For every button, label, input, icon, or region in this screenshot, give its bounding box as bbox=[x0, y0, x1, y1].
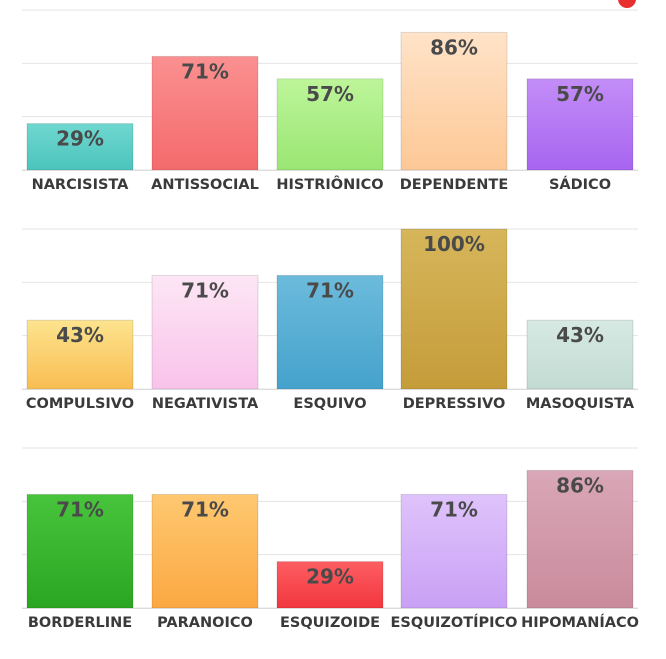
bar-narcisista[interactable] bbox=[26, 123, 134, 171]
bar-esquizoide[interactable] bbox=[276, 561, 384, 609]
bar-antissocial[interactable] bbox=[151, 55, 259, 171]
category-label: NEGATIVISTA bbox=[152, 396, 259, 412]
category-label: SÁDICO bbox=[549, 176, 611, 193]
category-label: NARCISISTA bbox=[32, 177, 130, 193]
category-label: MASOQUISTA bbox=[526, 396, 635, 412]
bar-masoquista[interactable] bbox=[526, 319, 634, 390]
bar-depressivo[interactable] bbox=[400, 228, 508, 390]
bar-dependente[interactable] bbox=[400, 31, 508, 171]
category-label: ANTISSOCIAL bbox=[151, 177, 259, 193]
chart-panel-2: 43% COMPULSIVO 71% NEGATIVISTA 71% ESQUIVO 100… bbox=[22, 228, 638, 412]
bar-hipomaníaco[interactable] bbox=[526, 469, 634, 609]
category-label: ESQUIVO bbox=[293, 396, 366, 412]
notification-badge[interactable] bbox=[618, 0, 636, 8]
data-label: 71% bbox=[430, 497, 478, 521]
category-label: DEPRESSIVO bbox=[403, 396, 506, 412]
category-label: PARANOICO bbox=[157, 615, 253, 631]
data-label: 43% bbox=[56, 323, 104, 347]
bar-paranoico[interactable] bbox=[151, 493, 259, 609]
category-label: HIPOMANÍACO bbox=[521, 614, 639, 631]
data-label: 71% bbox=[56, 497, 104, 521]
bar-compulsivo[interactable] bbox=[26, 319, 134, 390]
data-label: 86% bbox=[430, 35, 478, 59]
bar-histriônico[interactable] bbox=[276, 78, 384, 171]
data-label: 43% bbox=[556, 323, 604, 347]
data-label: 57% bbox=[306, 82, 354, 106]
data-label: 57% bbox=[556, 82, 604, 106]
category-label: ESQUIZOTÍPICO bbox=[391, 614, 518, 631]
data-label: 71% bbox=[306, 278, 354, 302]
chart-panel-3: 71% BORDERLINE 71% PARANOICO 29% ESQUIZOIDE 71… bbox=[22, 447, 639, 631]
category-label: DEPENDENTE bbox=[400, 177, 508, 193]
data-label: 71% bbox=[181, 59, 229, 83]
category-label: BORDERLINE bbox=[28, 615, 132, 631]
data-label: 29% bbox=[56, 127, 104, 151]
bar-borderline[interactable] bbox=[26, 493, 134, 609]
bar-esquizotípico[interactable] bbox=[400, 493, 508, 609]
category-label: ESQUIZOIDE bbox=[280, 615, 380, 631]
data-label: 71% bbox=[181, 497, 229, 521]
data-label: 100% bbox=[423, 232, 485, 256]
bar-sádico[interactable] bbox=[526, 78, 634, 171]
chart-panel-1: 29% NARCISISTA 71% ANTISSOCIAL 57% HISTRIÔNIC… bbox=[22, 9, 638, 193]
data-label: 86% bbox=[556, 473, 604, 497]
data-label: 29% bbox=[306, 565, 354, 589]
bar-negativista[interactable] bbox=[151, 274, 259, 390]
data-label: 71% bbox=[181, 278, 229, 302]
category-label: COMPULSIVO bbox=[26, 396, 134, 412]
bar-esquivo[interactable] bbox=[276, 274, 384, 390]
category-label: HISTRIÔNICO bbox=[276, 175, 383, 193]
